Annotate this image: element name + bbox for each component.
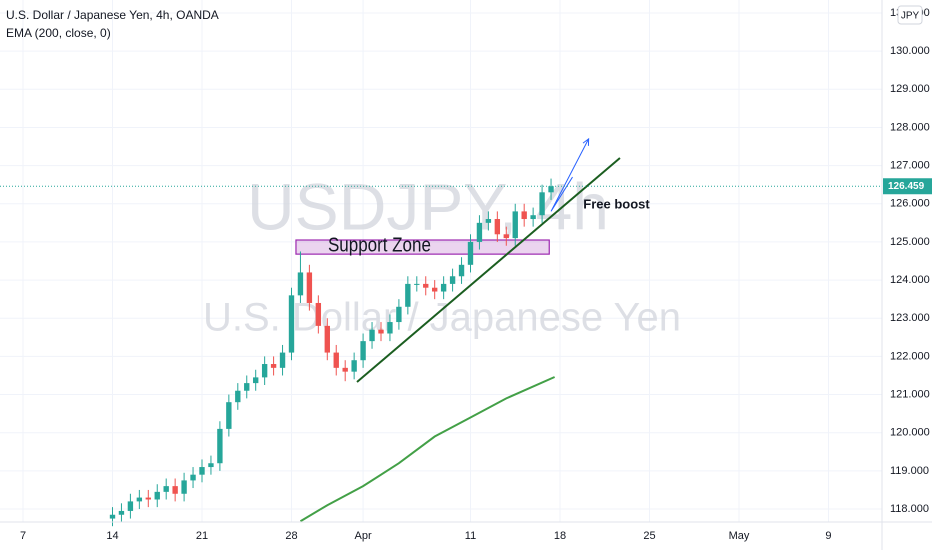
candle-body <box>485 219 492 223</box>
x-tick-label: 18 <box>554 530 566 542</box>
candle-body <box>136 497 143 502</box>
candle-body <box>109 514 116 519</box>
candle-body <box>315 302 322 326</box>
candle-body <box>539 192 545 216</box>
candle-body <box>190 474 196 481</box>
candle-body <box>270 364 277 368</box>
candle-body <box>449 276 456 284</box>
candle-body <box>333 352 339 368</box>
candle-body <box>208 463 214 468</box>
trendline <box>356 157 621 383</box>
x-tick-label: 21 <box>196 530 208 542</box>
candle-body <box>261 364 268 378</box>
y-tick-label: 121.000 <box>890 388 930 400</box>
y-tick-label: 125.000 <box>890 236 930 248</box>
x-tick-label: 11 <box>465 530 476 542</box>
y-tick-label: 120.000 <box>890 427 930 439</box>
indicator-label: EMA (200, close, 0) <box>6 26 111 40</box>
y-tick-label: 128.000 <box>890 121 930 133</box>
y-tick-label: 126.000 <box>890 198 930 210</box>
last-price-label: 126.459 <box>888 181 925 192</box>
support-zone <box>295 239 550 255</box>
candle-body <box>324 325 330 353</box>
watermark-name: U.S. Dollar / Japanese Yen <box>203 296 681 340</box>
candle-body <box>521 211 527 220</box>
y-tick-label: 123.000 <box>890 312 930 324</box>
candle-body <box>548 186 554 193</box>
candle-body <box>360 341 366 361</box>
candle-body <box>458 264 465 277</box>
candle-body <box>288 295 295 353</box>
candle-body <box>512 211 518 239</box>
candle-body <box>306 272 313 303</box>
x-tick-label: 25 <box>643 530 655 542</box>
candle-body <box>503 234 509 239</box>
candle-body <box>396 306 402 323</box>
candle-body <box>467 241 474 265</box>
x-tick-label: 9 <box>825 530 831 542</box>
candle-body <box>253 377 259 384</box>
candle-body <box>244 383 250 391</box>
candle-body <box>494 219 501 235</box>
y-tick-label: 129.000 <box>890 83 930 95</box>
candle-body <box>163 486 169 492</box>
candle-body <box>405 283 411 307</box>
candle-body <box>530 215 536 220</box>
candle-body <box>217 428 223 464</box>
candle-body <box>145 497 151 500</box>
chart-title: U.S. Dollar / Japanese Yen, 4h, OANDA <box>6 8 219 22</box>
x-tick-label: Apr <box>355 530 372 542</box>
arrow-head <box>582 137 590 146</box>
support-zone-label: Support Zone <box>328 233 431 256</box>
candle-body <box>423 283 429 288</box>
x-tick-label: May <box>729 530 750 542</box>
candle-body <box>154 491 160 500</box>
x-tick-label: 7 <box>20 530 26 542</box>
candle-body <box>414 283 420 285</box>
candle-body <box>181 480 187 494</box>
last-price-box <box>883 178 932 195</box>
candle-body <box>235 390 241 403</box>
candle-body <box>476 222 483 242</box>
currency-button[interactable] <box>897 5 923 25</box>
candle-body <box>440 283 447 292</box>
candle-body <box>351 360 357 372</box>
candle-body <box>297 272 304 296</box>
y-tick-label: 118.000 <box>890 503 929 515</box>
watermark-symbol: USDJPY, 4h <box>247 169 609 243</box>
candle-body <box>226 402 232 429</box>
x-tick-label: 28 <box>285 530 297 542</box>
ema-line <box>299 376 556 523</box>
candle-body <box>118 510 125 515</box>
candle-body <box>279 352 286 368</box>
arrow <box>550 138 590 212</box>
candle-body <box>369 329 375 342</box>
candle-body <box>199 467 205 475</box>
candle-body <box>127 501 134 511</box>
y-tick-label: 127.000 <box>890 160 930 172</box>
candle-body <box>432 287 438 292</box>
y-tick-label: 119.000 <box>890 465 929 477</box>
y-tick-label: 130.000 <box>890 45 930 57</box>
candle-body <box>342 367 348 372</box>
candle-body <box>172 486 178 494</box>
y-tick-label: 122.000 <box>890 350 930 362</box>
annotation: Free boost <box>583 196 650 211</box>
candle-body <box>387 322 393 334</box>
candle-body <box>378 329 384 334</box>
currency-button-label[interactable]: JPY <box>901 11 920 22</box>
y-tick-label: 124.000 <box>890 274 930 286</box>
x-tick-label: 14 <box>106 530 118 542</box>
